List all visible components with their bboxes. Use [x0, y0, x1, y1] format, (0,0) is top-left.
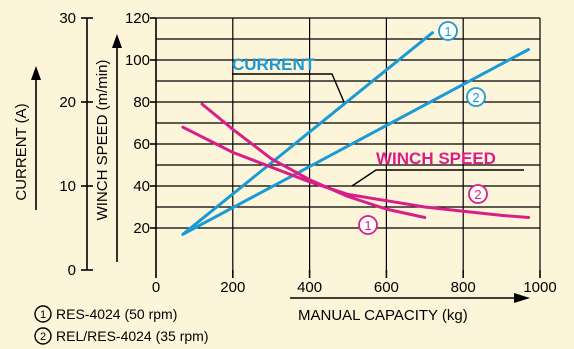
- tick-labels: 0 200 400 600 800 1000 20 40 60 80 100 120 0 10 20 30: [59, 10, 556, 296]
- speed-tick-label: 100: [125, 52, 150, 69]
- winch-speed-marker-2-circle: [468, 184, 488, 204]
- legend-marker-circle: [34, 305, 52, 323]
- x-tick-label: 600: [374, 279, 399, 296]
- grid: [156, 17, 541, 270]
- current-tick-label: 20: [59, 94, 76, 111]
- speed-tick-label: 80: [133, 94, 150, 111]
- winch-speed-line-2: [181, 125, 530, 219]
- current-marker-2-circle: [466, 87, 486, 107]
- legend: 1 RES-4024 (50 rpm) 2 REL/RES-4024 (35 rpm): [34, 305, 209, 345]
- current-marker-1-circle: [438, 21, 458, 41]
- winch-speed-line-1: [200, 102, 427, 219]
- current-tick-label: 30: [59, 10, 76, 27]
- x-tick-label: 400: [297, 279, 322, 296]
- winch-speed-marker-1-circle: [358, 215, 378, 235]
- x-axis-arrowhead: [514, 293, 530, 303]
- current-axis-arrowhead: [31, 66, 41, 80]
- speed-tick-label: 120: [125, 10, 150, 27]
- current-line-1: [181, 31, 434, 236]
- axis-titles: CURRENT (A) WINCH SPEED (m/min) MANUAL CAP…: [13, 34, 530, 324]
- annotations: CURRENT WINCH SPEED 1 2 1 2: [232, 21, 524, 235]
- x-tick-label: 0: [152, 279, 160, 296]
- x-tick-label: 1000: [523, 279, 556, 296]
- winch-speed-label: WINCH SPEED: [376, 149, 496, 168]
- x-tick-label: 200: [220, 279, 245, 296]
- winch-speed-marker-2: 2: [474, 187, 481, 202]
- x-tick-label: 800: [451, 279, 476, 296]
- current-axis-title: CURRENT (A): [13, 103, 30, 200]
- winch-speed-leader-line: [351, 169, 524, 187]
- speed-tick-label: 20: [133, 220, 150, 237]
- legend-marker: 1: [40, 309, 46, 321]
- current-marker-1: 1: [444, 24, 451, 39]
- speed-axis-arrowhead: [112, 34, 122, 48]
- current-marker-2: 2: [472, 90, 479, 105]
- speed-tick-label: 60: [133, 136, 150, 153]
- current-tick-label: 0: [68, 262, 76, 279]
- series-lines: [181, 31, 530, 236]
- x-axis-title: MANUAL CAPACITY (kg): [298, 307, 468, 324]
- current-leader-line: [232, 73, 345, 103]
- legend-text: RES-4024 (50 rpm): [56, 306, 177, 322]
- current-tick-label: 10: [59, 178, 76, 195]
- legend-marker-circle: [34, 327, 52, 345]
- winch-speed-marker-1: 1: [364, 218, 371, 233]
- axes: [81, 17, 541, 278]
- legend-marker: 2: [40, 331, 46, 343]
- current-line-2: [181, 48, 530, 236]
- speed-axis-title: WINCH SPEED (m/min): [94, 60, 111, 221]
- speed-tick-label: 40: [133, 178, 150, 195]
- current-label: CURRENT: [232, 55, 316, 74]
- legend-text: REL/RES-4024 (35 rpm): [56, 328, 209, 344]
